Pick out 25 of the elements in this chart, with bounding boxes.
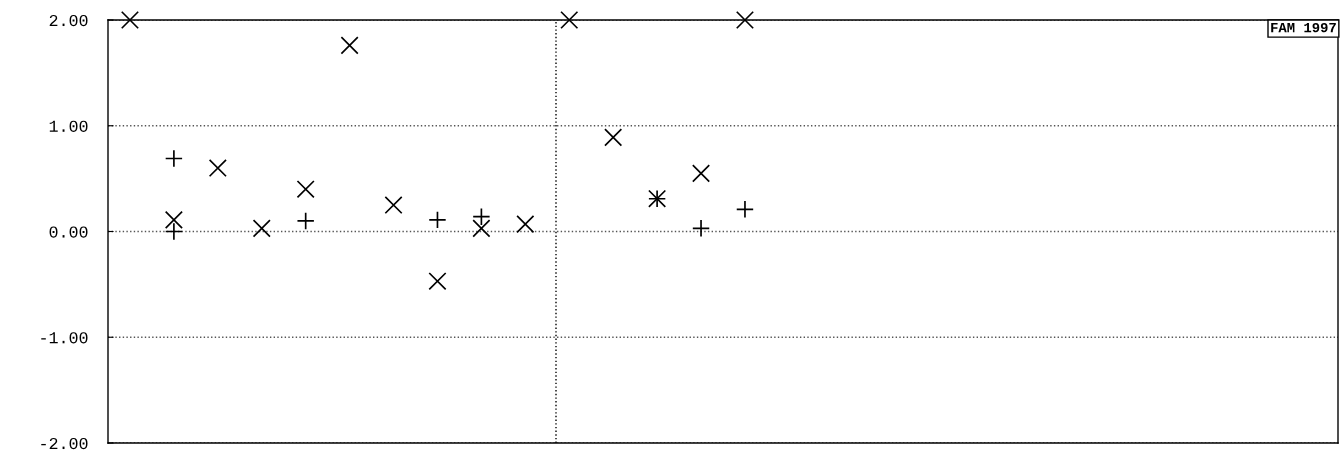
point	[384, 196, 403, 215]
point	[296, 180, 315, 199]
point	[340, 36, 359, 55]
y-tick-label: -2.00	[41, 437, 88, 450]
point	[428, 210, 447, 229]
point	[296, 211, 315, 230]
point	[208, 158, 227, 178]
point	[735, 10, 755, 30]
y-tick-label: 2.00	[49, 14, 88, 27]
point	[120, 10, 140, 30]
point	[691, 164, 711, 183]
point	[472, 219, 491, 238]
point	[560, 10, 579, 30]
point	[252, 219, 271, 238]
annotation: FAM 1997	[1271, 22, 1336, 33]
point	[472, 207, 491, 226]
point	[516, 215, 535, 234]
point	[604, 128, 623, 147]
y-tick-label: -1.00	[41, 332, 88, 344]
point	[691, 219, 711, 238]
point	[164, 149, 183, 168]
y-tick-label: 0.00	[49, 226, 88, 238]
point	[428, 272, 447, 291]
y-tick-label: 1.00	[49, 120, 88, 132]
point	[735, 200, 755, 219]
